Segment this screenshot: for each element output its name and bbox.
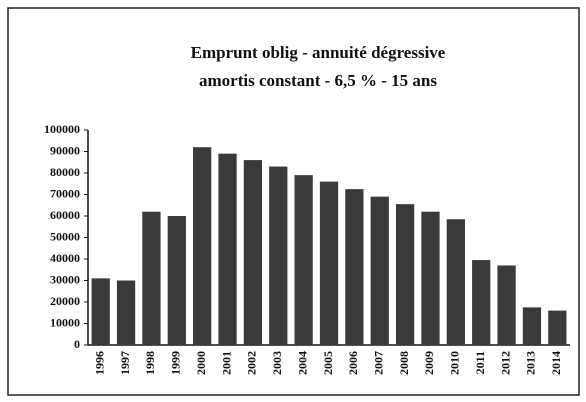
- y-tick-label: 40000: [50, 251, 80, 265]
- bar: [497, 265, 516, 345]
- x-tick-label: 2010: [448, 351, 462, 375]
- x-tick-label: 1997: [118, 351, 132, 375]
- y-tick-label: 60000: [50, 208, 80, 222]
- bar: [269, 166, 288, 345]
- x-tick-label: 2014: [549, 351, 563, 375]
- x-tick-label: 1996: [92, 351, 106, 375]
- bar: [370, 196, 389, 345]
- bar: [319, 181, 339, 345]
- bar: [522, 307, 542, 345]
- bar: [193, 147, 212, 345]
- y-tick-label: 0: [74, 337, 80, 351]
- y-tick-label: 90000: [50, 143, 80, 157]
- x-tick-label: 2004: [295, 351, 309, 375]
- y-tick-label: 70000: [50, 186, 80, 200]
- y-tick-label: 30000: [50, 272, 80, 286]
- y-tick-label: 20000: [50, 294, 80, 308]
- x-tick-label: 2003: [270, 351, 284, 375]
- x-tick-label: 2009: [422, 351, 436, 375]
- x-tick-label: 2000: [194, 351, 208, 375]
- x-tick-label: 1998: [143, 351, 157, 375]
- x-tick-label: 2006: [346, 351, 360, 375]
- y-tick-label: 10000: [50, 315, 80, 329]
- bar: [243, 160, 263, 345]
- bar: [472, 260, 491, 345]
- x-tick-label: 2007: [371, 351, 385, 375]
- y-tick-label: 100000: [44, 122, 80, 136]
- y-tick-label: 80000: [50, 165, 80, 179]
- y-tick-label: 50000: [50, 229, 80, 243]
- bar: [446, 219, 465, 345]
- x-tick-label: 2005: [321, 351, 335, 375]
- bar: [91, 278, 110, 345]
- bar: [167, 216, 186, 345]
- x-tick-label: 2008: [397, 351, 411, 375]
- x-tick-label: 2011: [473, 351, 487, 374]
- bar: [142, 211, 161, 345]
- x-tick-label: 2013: [524, 351, 538, 375]
- bar: [294, 175, 313, 345]
- frame: [7, 7, 580, 396]
- bar: [421, 211, 440, 345]
- bar: [218, 153, 237, 345]
- bar: [116, 280, 136, 345]
- chart-title: amortis constant - 6,5 % - 15 ans: [199, 71, 437, 90]
- x-tick-label: 2001: [219, 351, 233, 375]
- x-tick-label: 2012: [498, 351, 512, 375]
- chart-title: Emprunt oblig - annuité dégressive: [191, 43, 446, 62]
- bar: [395, 204, 415, 345]
- bar: [548, 310, 567, 345]
- x-tick-label: 2002: [245, 351, 259, 375]
- bar: [345, 189, 364, 345]
- x-tick-label: 1999: [169, 351, 183, 375]
